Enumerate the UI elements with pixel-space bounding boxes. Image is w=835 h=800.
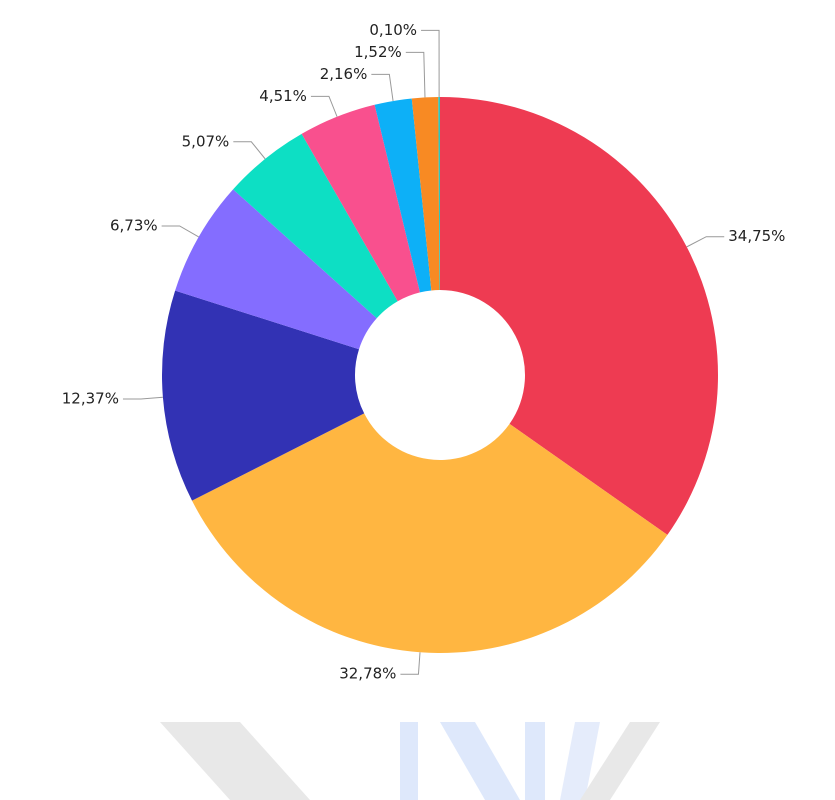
slice	[438, 97, 440, 291]
leader-line	[686, 236, 725, 248]
data-label: 6,73%	[110, 216, 158, 234]
slice	[374, 98, 432, 293]
slice	[301, 104, 420, 302]
leader-line	[400, 652, 421, 675]
slice	[233, 133, 398, 319]
data-label: 4,51%	[259, 87, 307, 105]
slice	[440, 97, 718, 535]
watermark	[160, 722, 660, 800]
slice	[162, 290, 365, 501]
leader-line	[310, 95, 338, 117]
watermark-shape	[440, 722, 520, 800]
slice	[175, 189, 377, 350]
data-label: 5,07%	[182, 132, 230, 150]
data-label: 32,78%	[339, 665, 396, 683]
leader-line	[371, 73, 394, 102]
leader-line	[122, 396, 163, 400]
watermark-shape	[580, 722, 660, 800]
leader-line	[405, 51, 426, 98]
data-label: 34,75%	[728, 227, 785, 245]
leader-line	[161, 225, 199, 238]
slice	[411, 97, 440, 291]
leader-line	[421, 29, 440, 98]
data-label: 1,52%	[354, 43, 402, 61]
watermark-shape	[160, 722, 310, 800]
data-label: 12,37%	[62, 390, 119, 408]
leader-line	[233, 141, 266, 160]
watermark-shape	[525, 722, 545, 800]
data-label: 2,16%	[320, 65, 368, 83]
watermark-shape	[560, 722, 600, 800]
data-label: 0,10%	[369, 21, 417, 39]
slice	[192, 413, 668, 654]
watermark-shape	[400, 722, 418, 800]
